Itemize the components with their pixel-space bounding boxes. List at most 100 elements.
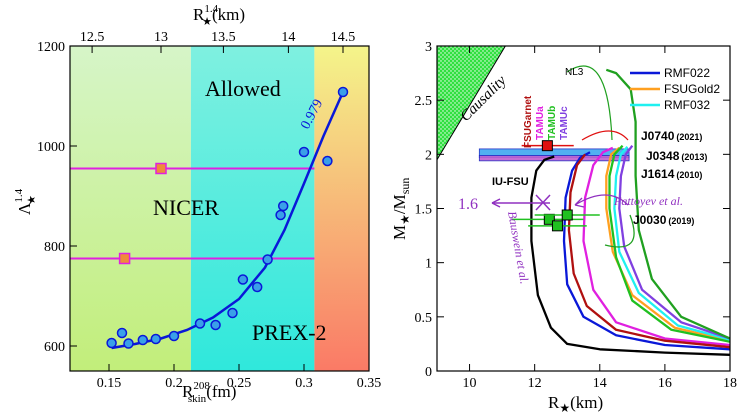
data-point-8 (227, 307, 238, 319)
data-point-16 (337, 86, 349, 98)
top-tick-label-3: 14 (281, 30, 295, 45)
data-point-7 (210, 319, 221, 331)
right-ytick-label-5: 2.5 (415, 94, 433, 109)
left-ytick-label-1: 800 (44, 240, 65, 255)
data-point-14 (298, 146, 310, 158)
right-ytick-label-2: 1 (425, 257, 432, 272)
data-point-4 (150, 333, 162, 345)
j0740-pointer (581, 130, 629, 141)
right-ytick-label-4: 2 (425, 148, 432, 163)
series-rmf032 (613, 146, 731, 341)
left-ytick-label-3: 1200 (37, 40, 65, 55)
right-xtick-label-2: 14 (593, 376, 607, 391)
data-point-10 (251, 281, 263, 293)
bauswein-limit-arrow (492, 194, 551, 211)
bauswein-mass-label: 1.6 (458, 196, 478, 213)
tamua-label: TAMUa (535, 106, 546, 140)
nl3-label: NL3 (565, 67, 584, 78)
right-ytick-label-0: 0 (425, 365, 432, 380)
series-rmf022 (562, 151, 731, 351)
legend-label-fsugold2: FSUGold2 (664, 82, 720, 96)
j0348-label: J0348 (2013) (646, 149, 707, 163)
left-plot-frame (69, 45, 370, 372)
right-ytick-label-3: 1.5 (415, 203, 433, 218)
data-point-9 (237, 274, 249, 285)
left-xlabel: R208 skin(fm) (182, 380, 236, 405)
data-point-5 (168, 330, 180, 342)
right-xtick-label-1: 12 (528, 376, 542, 391)
right-ticks: 10 12 14 16 18 0 0.5 1 1.5 2 2.5 3 (415, 40, 738, 391)
data-point-11 (262, 254, 273, 265)
series-tamua (582, 146, 731, 347)
j1614-label: J1614 (2010) (641, 167, 702, 181)
tamub-label: TAMUb (547, 106, 558, 140)
data-point-15 (322, 155, 333, 167)
limit-lines (70, 162, 315, 265)
band-j1614 (478, 155, 630, 162)
j0740-label: J0740 (2021) (641, 129, 702, 143)
right-ytick-label-1: 0.5 (415, 311, 433, 326)
left-ytick-label-0: 600 (44, 340, 65, 355)
tamuc-label: TAMUc (559, 106, 570, 140)
data-point-3 (137, 334, 149, 346)
left-xtick-label-2: 0.25 (227, 376, 252, 391)
top-tick-label-4: 14.5 (331, 30, 356, 45)
data-point-0 (106, 337, 117, 349)
left-xtick-label-4: 0.35 (357, 376, 382, 391)
legend-label-rmf022: RMF022 (664, 66, 710, 80)
left-ytick-label-2: 1000 (37, 140, 65, 155)
left-xtick-label-0: 0.15 (97, 376, 122, 391)
right-ytick-label-6: 3 (425, 40, 432, 55)
data-point-6 (194, 318, 206, 329)
right-xtick-label-4: 18 (723, 376, 737, 391)
top-tick-label-1: 13 (154, 30, 168, 45)
fsugarnet-label: FSUGarnet (523, 95, 534, 148)
left-chart: 0.15 0.2 0.25 0.3 0.35 600 800 1000 1200 12.5 13 13… (13, 3, 381, 405)
data-points (106, 86, 349, 349)
series-nl3 (605, 68, 731, 340)
left-ticks: 0.15 0.2 0.25 0.3 0.35 600 800 1000 1200 12.5 13 13… (37, 30, 381, 391)
limit-marker-1 (118, 252, 131, 265)
series-fsugold2 (605, 146, 731, 342)
marker-j0030-b (551, 220, 563, 232)
region-label-nicer: NICER (153, 195, 219, 220)
nl3-pointer (566, 65, 613, 141)
left-top-axis-label: R1.4 ★(km) (193, 3, 245, 28)
limit-marker-0 (155, 162, 167, 175)
right-xtick-label-0: 10 (463, 376, 477, 391)
legend-label-rmf032: RMF032 (664, 98, 710, 112)
legend: RMF022 FSUGold2 RMF032 (630, 66, 720, 112)
right-xlabel: R★(km) (548, 393, 603, 415)
fattoyev-pointer (574, 194, 629, 208)
region-label-prex2: PREX-2 (252, 320, 327, 345)
pulsar-markers (511, 140, 600, 232)
marker-j0030-c (561, 209, 573, 221)
bauswein-arrow-head (491, 198, 501, 208)
region-prex-2 (314, 46, 369, 371)
region-label-allowed: Allowed (205, 76, 281, 101)
eos-curves (530, 68, 731, 356)
data-point-13 (277, 200, 289, 212)
series-fsugarnet (567, 153, 731, 349)
j0030-label: J0030 (2019) (633, 213, 694, 227)
left-xtick-label-1: 0.2 (165, 376, 183, 391)
fattoyev-label: Fattoyev et al. (613, 194, 683, 208)
top-tick-label-0: 12.5 (80, 30, 105, 45)
data-point-2 (123, 338, 134, 349)
right-ylabel: M★/Msun (390, 178, 412, 240)
annotations (491, 65, 635, 248)
top-tick-label-2: 13.5 (211, 30, 236, 45)
j0030-pointer (604, 214, 635, 248)
region-nicer (70, 46, 191, 371)
series-iu-fsu (530, 155, 731, 356)
iufsu-label: IU-FSU (492, 176, 529, 188)
data-point-12 (275, 209, 286, 221)
marker-j0740 (541, 140, 553, 152)
series-tamub (608, 144, 731, 343)
right-xtick-label-3: 16 (658, 376, 672, 391)
left-ylabel: Λ1.4★ (13, 188, 38, 215)
data-point-1 (116, 327, 128, 339)
left-xtick-label-3: 0.3 (295, 376, 313, 391)
